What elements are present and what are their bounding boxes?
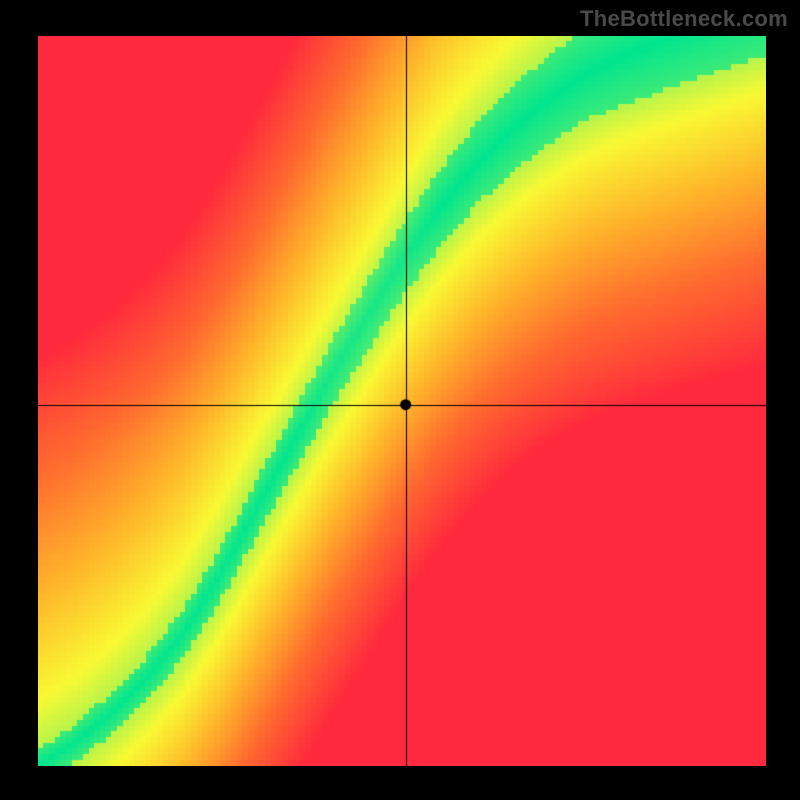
chart-container: { "watermark": { "text": "TheBottleneck.… bbox=[0, 0, 800, 800]
bottleneck-heatmap-canvas bbox=[38, 36, 766, 766]
watermark-text: TheBottleneck.com bbox=[580, 6, 788, 32]
